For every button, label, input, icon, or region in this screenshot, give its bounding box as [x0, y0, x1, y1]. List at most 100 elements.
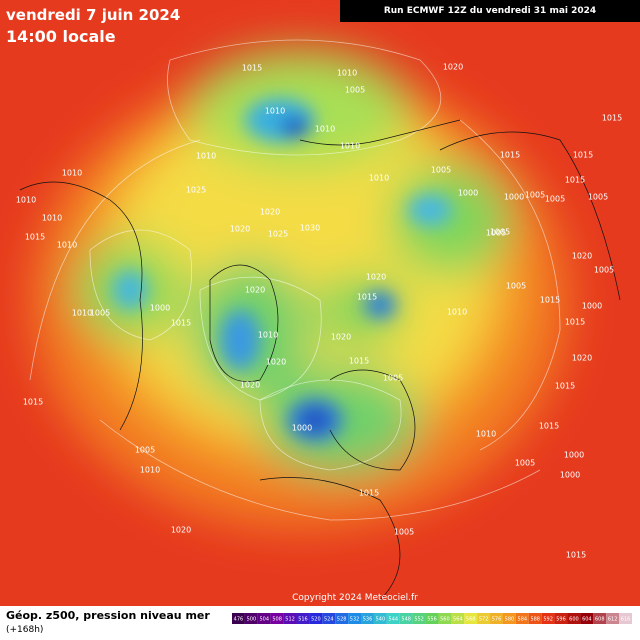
colorbar-swatch: [541, 613, 555, 624]
colorbar-swatch: [438, 613, 452, 624]
time: 14:00 locale: [6, 27, 116, 46]
isobar-label: 1010: [447, 308, 467, 317]
colorbar-swatch: [399, 613, 413, 624]
colorbar-label: 512: [285, 617, 295, 623]
colorbar-swatch: [257, 613, 271, 624]
isobar-label: 1020: [266, 358, 286, 367]
isobar-label: 1020: [240, 381, 260, 390]
isobar-label: 1005: [345, 86, 365, 95]
colorbar-swatch: [619, 613, 632, 624]
isobar-label: 1005: [594, 266, 614, 275]
colorbar-swatch: [322, 613, 336, 624]
colorbar-label: 592: [543, 617, 553, 623]
isobar-label: 1000: [582, 302, 602, 311]
isobar-label: 1015: [566, 551, 586, 560]
colorbar-label: 476: [234, 617, 244, 623]
isobar-label: 1005: [525, 191, 545, 200]
colorbar-swatch: [412, 613, 426, 624]
field: [0, 0, 640, 606]
isobar-label: 1020: [331, 333, 351, 342]
colorbar-swatch: [361, 613, 374, 624]
isobar-label: 1015: [539, 422, 559, 431]
colorbar-swatch: [490, 613, 503, 624]
isobar-label: 1010: [42, 214, 62, 223]
isobar-label: 1015: [573, 151, 593, 160]
isobar-label: 1005: [135, 446, 155, 455]
isobar-label: 1005: [515, 459, 535, 468]
colorbar-label: 540: [376, 617, 386, 623]
isobar-label: 1010: [140, 466, 160, 475]
colorbar-swatch: [451, 613, 465, 624]
isobar-label: 1015: [242, 64, 262, 73]
isobar-label: 1020: [260, 208, 280, 217]
colorbar-label: 580: [505, 617, 515, 623]
isobar-label: 1005: [486, 229, 506, 238]
colorbar-swatch: [502, 613, 516, 624]
isobar-label: 1005: [394, 528, 414, 537]
isobar-label: 1010: [16, 196, 36, 205]
colorbar-swatch: [567, 613, 581, 624]
isobar-label: 1000: [458, 189, 478, 198]
run-label: Run ECMWF 12Z du vendredi 31 mai 2024: [384, 6, 596, 16]
colorbar-label: 616: [621, 617, 631, 623]
colorbar-swatch: [606, 613, 620, 624]
isobar-label: 1010: [337, 69, 357, 78]
colorbar-swatch: [554, 613, 568, 624]
isobar-label: 1025: [186, 186, 206, 195]
date: vendredi 7 juin 2024: [6, 6, 180, 24]
isobar-label: 1010: [369, 174, 389, 183]
colorbar-label: 544: [389, 617, 399, 623]
colorbar-swatch: [464, 613, 478, 624]
isobar-label: 1010: [265, 107, 285, 116]
colorbar-swatch: [309, 613, 323, 624]
colorbar-label: 600: [569, 617, 579, 623]
footer-subtitle: (+168h): [6, 625, 43, 635]
isobar-label: 1010: [258, 331, 278, 340]
colorbar-label: 536: [363, 617, 373, 623]
colorbar: 476 500 504 508 512 516 520 524 528 532 536 540 544 5…: [232, 613, 632, 624]
colorbar-label: 532: [350, 617, 360, 623]
isobar-label: 1010: [476, 430, 496, 439]
colorbar-label: 584: [518, 617, 528, 623]
isobar-label: 1015: [565, 176, 585, 185]
isobar-label: 1015: [565, 318, 585, 327]
colorbar-swatch: [425, 613, 439, 624]
footer-title: Géop. z500, pression niveau mer: [6, 609, 210, 622]
run-bar: [340, 0, 640, 22]
colorbar-label: 516: [298, 617, 308, 623]
colorbar-swatch: [296, 613, 310, 624]
isobar-label: 1015: [500, 151, 520, 160]
isobar-label: 1015: [555, 382, 575, 391]
colorbar-label: 556: [427, 617, 437, 623]
isobar-label: 1015: [359, 489, 379, 498]
isobar-label: 1020: [572, 252, 592, 261]
colorbar-label: 564: [453, 617, 463, 623]
isobar-label: 1010: [196, 152, 216, 161]
isobar-label: 1010: [57, 241, 77, 250]
isobar-label: 1015: [540, 296, 560, 305]
colorbar-label: 588: [530, 617, 540, 623]
isobar-label: 1000: [564, 451, 584, 460]
isobar-label: 1020: [366, 273, 386, 282]
isobar-label: 1020: [572, 354, 592, 363]
isobar-label: 1030: [300, 224, 320, 233]
colorbar-label: 524: [324, 617, 334, 623]
isobar-label: 1020: [443, 63, 463, 72]
isobar-label: 1010: [72, 309, 92, 318]
isobar-label: 1015: [602, 114, 622, 123]
colorbar-label: 608: [595, 617, 605, 623]
colorbar-swatch: [515, 613, 529, 624]
colorbar-label: 552: [414, 617, 424, 623]
colorbar-swatch: [283, 613, 297, 624]
isobar-labels: 1015101010201005101010101010101010101005…: [16, 63, 622, 560]
colorbar-swatch: [373, 613, 387, 624]
isobar-label: 1020: [245, 286, 265, 295]
isobar-label: 1005: [506, 282, 526, 291]
isobar-label: 1005: [545, 195, 565, 204]
isobar-label: 1000: [292, 424, 312, 433]
colorbar-label: 508: [272, 617, 282, 623]
isobar-label: 1010: [340, 142, 360, 151]
colorbar-label: 604: [582, 617, 592, 623]
